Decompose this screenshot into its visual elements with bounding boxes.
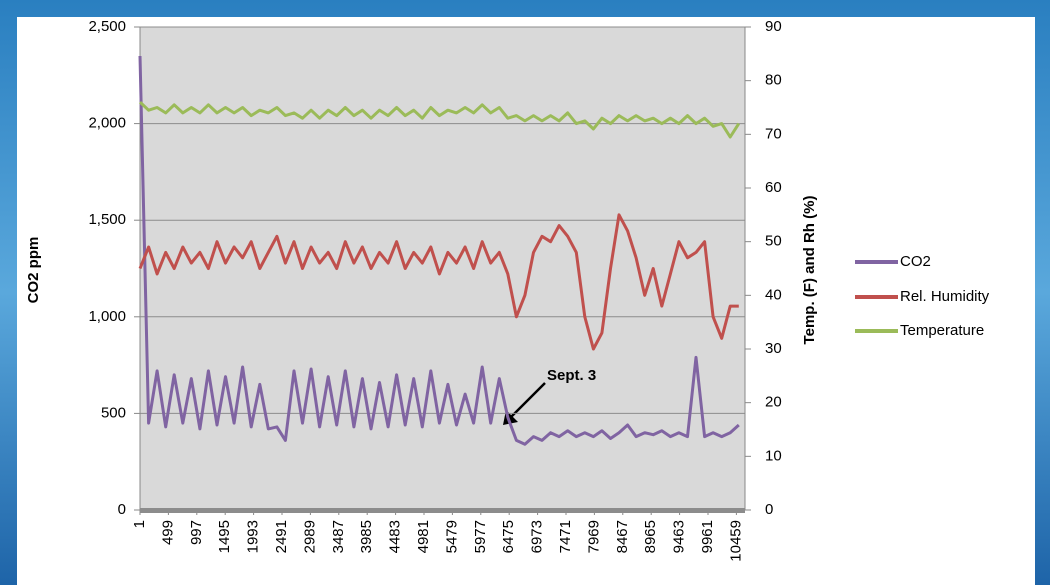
x-tick-label: 1 xyxy=(131,520,148,528)
y2-tick-label: 10 xyxy=(765,447,782,464)
x-tick-label: 8965 xyxy=(642,520,659,553)
y-tick-label: 1,000 xyxy=(88,308,126,325)
x-tick-label: 2491 xyxy=(273,520,290,553)
x-axis xyxy=(140,508,745,513)
y2-tick-label: 90 xyxy=(765,18,782,35)
x-tick-label: 3985 xyxy=(358,520,375,553)
x-tick-label: 5977 xyxy=(472,520,489,553)
x-tick-label: 3487 xyxy=(330,520,347,553)
annotation: Sept. 3 xyxy=(547,367,596,384)
x-tick-label: 997 xyxy=(188,520,205,545)
series-line xyxy=(138,213,739,351)
series-line xyxy=(138,101,741,139)
y2-tick-label: 80 xyxy=(765,72,782,89)
series-line xyxy=(138,55,740,446)
y2-tick-label: 40 xyxy=(765,286,782,303)
x-tick-label: 6973 xyxy=(529,520,546,553)
x-tick-label: 5479 xyxy=(443,520,460,553)
x-tick-label: 9463 xyxy=(671,520,688,553)
x-tick-label: 1495 xyxy=(216,520,233,553)
x-tick-label: 7969 xyxy=(585,520,602,553)
x-tick-label: 10459 xyxy=(727,520,744,562)
y2-tick-label: 60 xyxy=(765,179,782,196)
y-tick-label: 500 xyxy=(101,404,126,421)
legend-label: Temperature xyxy=(900,322,984,339)
x-tick-label: 7471 xyxy=(557,520,574,553)
y2-tick-label: 70 xyxy=(765,125,782,142)
legend-label: CO2 xyxy=(900,253,931,270)
y2-tick-label: 50 xyxy=(765,233,782,250)
y2-tick-label: 0 xyxy=(765,501,773,518)
y-tick-label: 0 xyxy=(118,501,126,518)
y-axis-title: CO2 ppm xyxy=(25,237,42,304)
x-tick-label: 1993 xyxy=(245,520,262,553)
x-tick-label: 8467 xyxy=(614,520,631,553)
x-tick-label: 2989 xyxy=(301,520,318,553)
y-tick-label: 2,000 xyxy=(88,115,126,132)
y-tick-label: 2,500 xyxy=(88,18,126,35)
legend-label: Rel. Humidity xyxy=(900,288,990,305)
x-tick-label: 499 xyxy=(159,520,176,545)
y2-axis-title: Temp. (F) and Rh (%) xyxy=(801,196,818,345)
y-tick-label: 1,500 xyxy=(88,211,126,228)
x-tick-label: 6475 xyxy=(500,520,517,553)
x-tick-label: 4483 xyxy=(387,520,404,553)
x-tick-label: 4981 xyxy=(415,520,432,553)
x-tick-label: 9961 xyxy=(699,520,716,553)
y2-tick-label: 20 xyxy=(765,394,782,411)
y2-tick-label: 30 xyxy=(765,340,782,357)
